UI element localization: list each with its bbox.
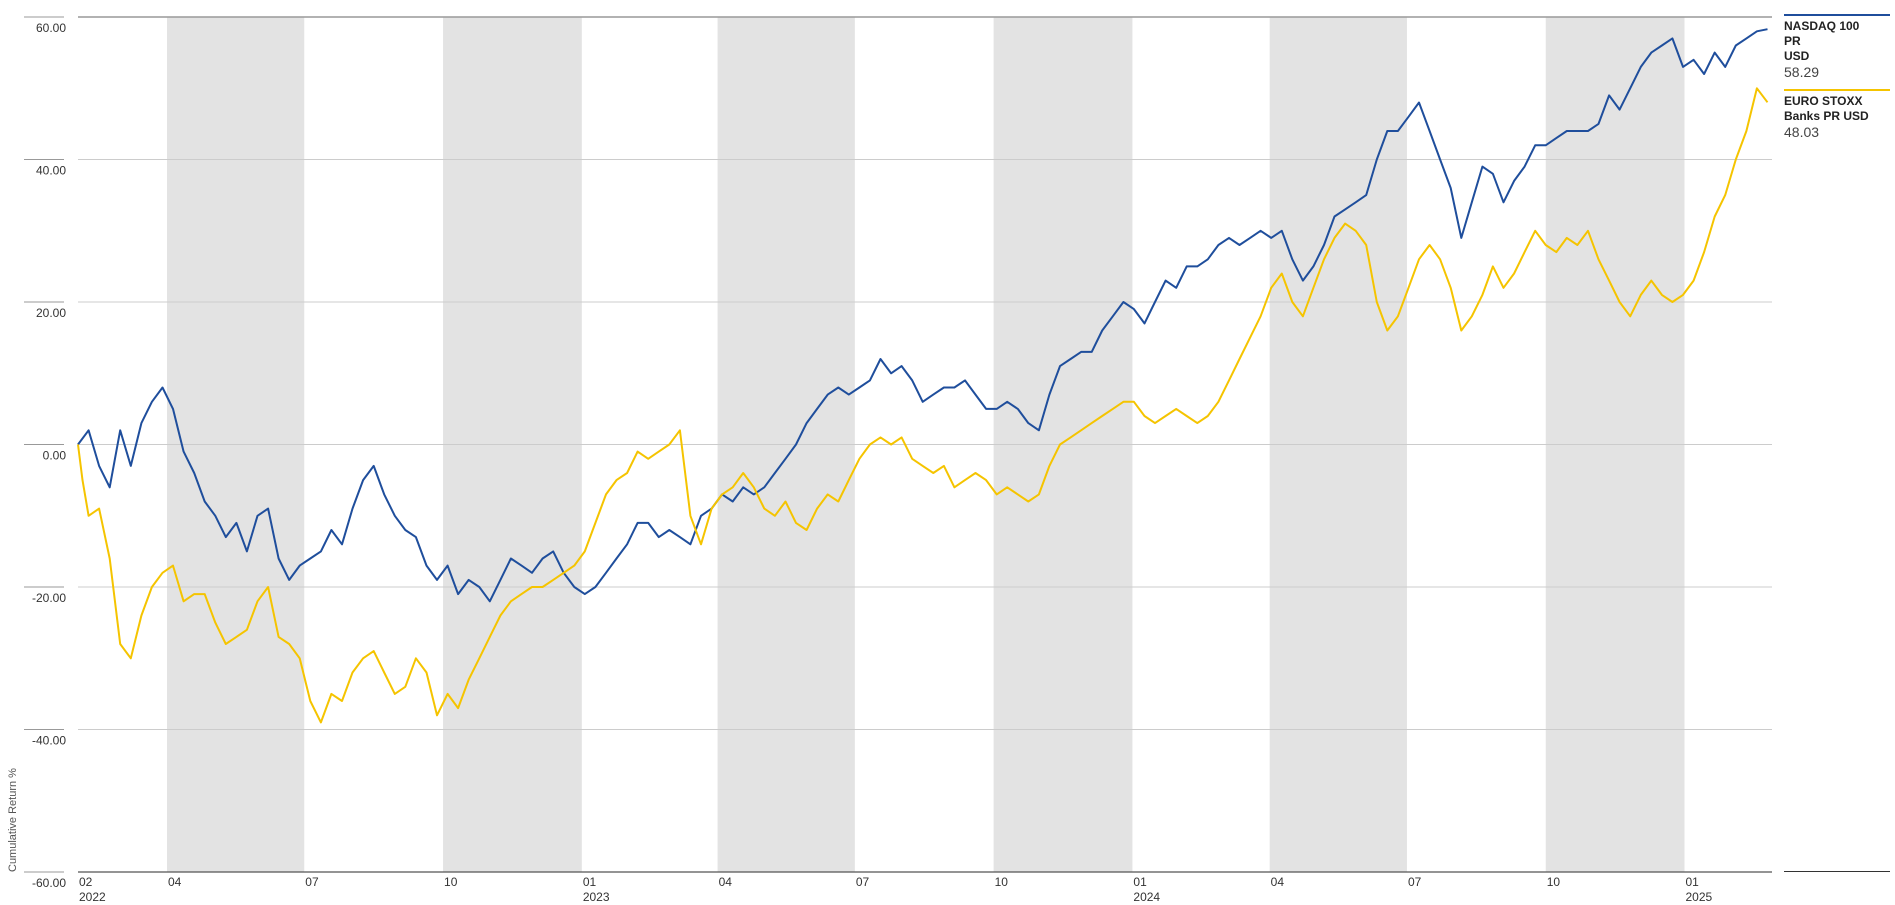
legend-swatch-eurostoxx (1784, 89, 1890, 91)
y-axis-label: Cumulative Return % (7, 768, 19, 872)
y-tick-label-5: -40.00 (32, 734, 66, 748)
y-tick-label-1: 40.00 (36, 164, 66, 178)
legend-item-eurostoxx: EURO STOXX Banks PR USD 48.03 (1784, 89, 1890, 141)
series-line-0 (77, 28, 1768, 603)
legend-item-nasdaq: NASDAQ 100 PR USD 58.29 (1784, 14, 1890, 81)
x-tick-label-9: 04 (1271, 875, 1285, 889)
x-tick-label-11: 10 (1547, 875, 1561, 889)
x-year-label-8: 2024 (1133, 890, 1160, 904)
legend-label-nasdaq: NASDAQ 100 PR USD (1784, 19, 1860, 63)
series-lines (77, 28, 1769, 724)
legend-value-eurostoxx: 48.03 (1784, 124, 1820, 140)
x-tick-label-3: 10 (444, 875, 458, 889)
y-tick-label-4: -20.00 (32, 591, 66, 605)
x-tick-label-0: 02 (79, 875, 93, 889)
x-tick-label-7: 10 (995, 875, 1009, 889)
x-year-label-12: 2025 (1686, 890, 1713, 904)
x-year-label-4: 2023 (583, 890, 610, 904)
x-tick-label-6: 07 (856, 875, 870, 889)
x-year-label-0: 2022 (79, 890, 106, 904)
y-axis-ticks: 60.00 40.00 20.00 0.00 -20.00 -40.00 -60.00 (32, 21, 66, 890)
legend-swatch-nasdaq (1784, 14, 1890, 16)
legend-label-eurostoxx: EURO STOXX Banks PR USD (1784, 94, 1869, 123)
y-tick-label-0: 60.00 (36, 21, 66, 35)
y-tick-label-2: 20.00 (36, 306, 66, 320)
y-tick-label-3: 0.00 (43, 449, 67, 463)
legend-value-nasdaq: 58.29 (1784, 64, 1820, 80)
series-line-1 (77, 87, 1769, 724)
x-tick-label-4: 01 (583, 875, 597, 889)
gridlines (24, 16, 1772, 873)
x-tick-label-5: 04 (719, 875, 733, 889)
legend: NASDAQ 100 PR USD 58.29 EURO STOXX Banks… (1784, 14, 1890, 149)
y-tick-label-6: -60.00 (32, 876, 66, 890)
x-tick-label-2: 07 (305, 875, 319, 889)
x-tick-label-12: 01 (1686, 875, 1700, 889)
legend-bottom-rule (1784, 871, 1890, 872)
x-tick-label-10: 07 (1408, 875, 1422, 889)
x-tick-label-8: 01 (1133, 875, 1147, 889)
x-tick-label-1: 04 (168, 875, 182, 889)
